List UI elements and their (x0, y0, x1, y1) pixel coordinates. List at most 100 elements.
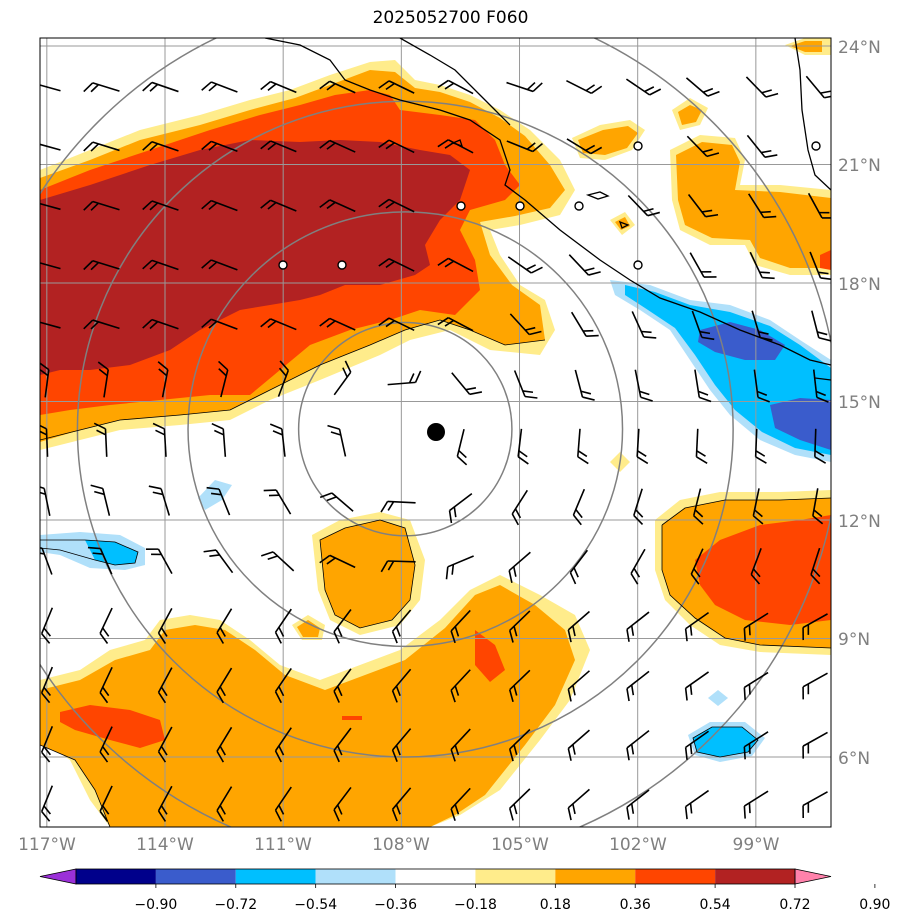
wind-barb (93, 422, 108, 457)
wind-barb (378, 258, 415, 272)
lat-label: 24°N (838, 38, 881, 58)
wind-barb (811, 310, 831, 342)
wind-barb (626, 670, 650, 702)
wind-barb (40, 666, 54, 704)
wind-barb (40, 726, 54, 763)
wind-barb (319, 80, 356, 94)
range-ring (297, 321, 513, 537)
wind-barb (577, 428, 589, 465)
wind-barb (814, 428, 827, 464)
wind-barb (507, 256, 543, 274)
wind-barb (327, 424, 347, 457)
wind-barb (627, 194, 660, 217)
wind-barb (437, 79, 474, 95)
wind-barb (812, 488, 824, 525)
wind-barb (387, 370, 422, 386)
wind-barb (686, 135, 720, 158)
wind-barb (157, 726, 173, 763)
wind-barb (508, 610, 531, 643)
colorbar-tick-label: 0.36 (620, 897, 651, 913)
lat-label: 6°N (838, 749, 870, 769)
map-frame (39, 37, 832, 828)
wind-barb (633, 488, 644, 526)
wind-barb (630, 548, 646, 585)
wind-barb (333, 786, 352, 822)
range-ring (187, 211, 624, 648)
wind-barb (456, 429, 468, 466)
colorbar-tick-label: 0.54 (700, 897, 731, 913)
wind-barb (378, 80, 415, 94)
wind-barb (626, 789, 650, 820)
wind-barb (445, 555, 474, 580)
wind-barb (687, 194, 719, 218)
colorbar-segment (315, 869, 396, 884)
wind-barb (626, 730, 650, 761)
wind-barb (684, 789, 710, 820)
wind-barb (148, 485, 171, 516)
wind-barb (451, 372, 483, 396)
wind-barb (391, 668, 412, 703)
colorbar-tick-label: −0.54 (294, 897, 337, 913)
colorbar-segment (555, 869, 636, 884)
wind-barb (753, 369, 770, 403)
wind-barb (691, 310, 715, 341)
wind-barb (743, 790, 769, 819)
wind-barb (216, 786, 233, 822)
wind-barb (97, 361, 110, 398)
wind-barb (142, 140, 179, 152)
lon-label: 108°W (372, 835, 430, 855)
wind-barb (201, 140, 238, 152)
wind-barb (90, 484, 111, 516)
wind-barb (142, 259, 179, 271)
wind-barb (40, 82, 61, 92)
wind-barb (319, 139, 356, 153)
wind-barb (684, 730, 710, 760)
warm-anomaly-south (40, 575, 590, 827)
lat-label: 9°N (838, 630, 870, 650)
wind-barb (754, 428, 767, 464)
wind-barb (634, 369, 653, 402)
wind-barb (211, 422, 227, 457)
lon-label: 117°W (18, 835, 76, 855)
wind-barb (40, 319, 61, 329)
colorbar-segment (475, 869, 556, 884)
wind-barb (743, 731, 769, 760)
wind-barb (450, 728, 471, 762)
wind-barb (142, 200, 179, 211)
wind-barb (142, 81, 179, 93)
wind-barb (572, 488, 586, 526)
wind-barb (333, 360, 352, 396)
wind-barb (567, 610, 590, 643)
wind-barb (157, 785, 173, 822)
wind-barb (152, 422, 167, 457)
colorbar-segment (395, 869, 476, 884)
wind-barb (626, 611, 650, 642)
wind-barb (506, 81, 543, 93)
wind-barb (684, 611, 710, 642)
wind-barb (333, 609, 352, 644)
wind-barb (260, 140, 297, 153)
colorbar-over-arrow (794, 868, 832, 885)
wind-barb (448, 492, 473, 524)
wind-barb (802, 672, 828, 700)
wind-barb (260, 318, 297, 331)
wind-barb (509, 313, 542, 336)
wind-barb (260, 199, 297, 212)
warm-anomaly-east (572, 38, 831, 655)
wind-barb (694, 369, 712, 403)
wind-barb (83, 82, 120, 93)
wind-barb (805, 75, 831, 99)
wind-barb (631, 311, 657, 339)
colorbar-tick-label: −0.72 (214, 897, 257, 913)
wind-barb (319, 554, 356, 569)
wind-barb (87, 546, 113, 575)
lon-label: 105°W (491, 835, 549, 855)
wind-barb (319, 492, 354, 512)
wind-barb (508, 728, 531, 762)
wind-barb (83, 259, 120, 271)
wind-barb (378, 317, 415, 332)
wind-barb (263, 489, 292, 515)
colorbar-segment (155, 869, 236, 884)
wind-barb (40, 422, 49, 457)
colorbar-under-arrow (39, 868, 77, 885)
